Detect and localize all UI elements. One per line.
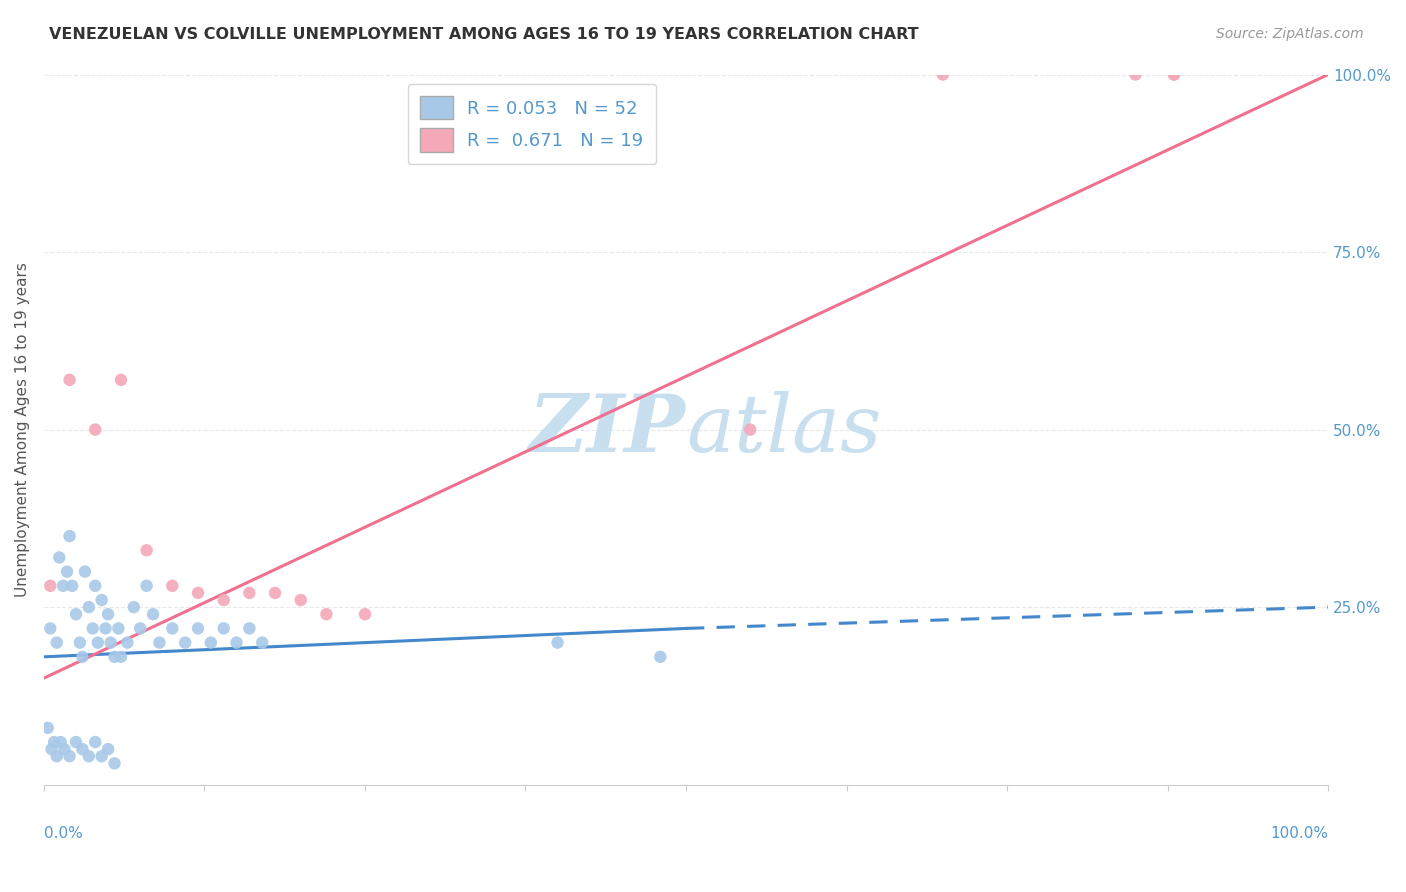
Point bbox=[84, 423, 107, 437]
Point bbox=[77, 600, 100, 615]
Point bbox=[187, 586, 209, 600]
Point bbox=[87, 635, 110, 649]
Point bbox=[200, 635, 222, 649]
Point bbox=[90, 593, 112, 607]
Point bbox=[41, 742, 63, 756]
Point bbox=[212, 622, 235, 636]
Point bbox=[225, 635, 247, 649]
Point bbox=[84, 579, 107, 593]
Point bbox=[45, 635, 67, 649]
Point bbox=[82, 622, 104, 636]
Point bbox=[264, 586, 287, 600]
Point bbox=[250, 635, 273, 649]
Point bbox=[72, 649, 94, 664]
Point bbox=[1125, 68, 1147, 82]
Text: 0.0%: 0.0% bbox=[44, 826, 83, 841]
Point bbox=[90, 749, 112, 764]
Point bbox=[60, 579, 83, 593]
Point bbox=[162, 622, 184, 636]
Point bbox=[97, 742, 120, 756]
Point bbox=[122, 600, 145, 615]
Point bbox=[135, 579, 157, 593]
Point bbox=[45, 749, 67, 764]
Point bbox=[48, 550, 70, 565]
Point bbox=[117, 635, 139, 649]
Point bbox=[148, 635, 170, 649]
Point bbox=[65, 607, 87, 622]
Point bbox=[650, 649, 672, 664]
Point bbox=[97, 607, 120, 622]
Point bbox=[94, 622, 117, 636]
Point bbox=[44, 735, 66, 749]
Point bbox=[73, 565, 96, 579]
Point bbox=[1163, 68, 1185, 82]
Point bbox=[932, 68, 955, 82]
Point bbox=[84, 735, 107, 749]
Point bbox=[56, 565, 79, 579]
Point bbox=[65, 735, 87, 749]
Text: atlas: atlas bbox=[686, 391, 882, 468]
Point bbox=[58, 373, 80, 387]
Point bbox=[142, 607, 165, 622]
Point bbox=[107, 622, 129, 636]
Point bbox=[110, 649, 132, 664]
Point bbox=[103, 649, 125, 664]
Point bbox=[58, 529, 80, 543]
Point bbox=[39, 579, 62, 593]
Point bbox=[135, 543, 157, 558]
Y-axis label: Unemployment Among Ages 16 to 19 years: Unemployment Among Ages 16 to 19 years bbox=[15, 262, 30, 597]
Point bbox=[1163, 68, 1185, 82]
Point bbox=[58, 749, 80, 764]
Point bbox=[49, 735, 72, 749]
Point bbox=[212, 593, 235, 607]
Point bbox=[100, 635, 122, 649]
Point bbox=[315, 607, 337, 622]
Point bbox=[53, 742, 76, 756]
Point bbox=[129, 622, 152, 636]
Text: Source: ZipAtlas.com: Source: ZipAtlas.com bbox=[1216, 27, 1364, 41]
Point bbox=[37, 721, 59, 735]
Legend: R = 0.053   N = 52, R =  0.671   N = 19: R = 0.053 N = 52, R = 0.671 N = 19 bbox=[408, 84, 657, 164]
Point bbox=[740, 423, 762, 437]
Point bbox=[52, 579, 75, 593]
Point bbox=[77, 749, 100, 764]
Point bbox=[72, 742, 94, 756]
Point bbox=[354, 607, 377, 622]
Point bbox=[103, 756, 125, 771]
Point bbox=[238, 622, 260, 636]
Point bbox=[39, 622, 62, 636]
Text: 100.0%: 100.0% bbox=[1270, 826, 1329, 841]
Point bbox=[547, 635, 569, 649]
Point bbox=[69, 635, 91, 649]
Text: VENEZUELAN VS COLVILLE UNEMPLOYMENT AMONG AGES 16 TO 19 YEARS CORRELATION CHART: VENEZUELAN VS COLVILLE UNEMPLOYMENT AMON… bbox=[49, 27, 920, 42]
Point bbox=[162, 579, 184, 593]
Point bbox=[110, 373, 132, 387]
Point bbox=[174, 635, 197, 649]
Point bbox=[290, 593, 312, 607]
Text: ZIP: ZIP bbox=[529, 391, 686, 468]
Point bbox=[238, 586, 260, 600]
Point bbox=[187, 622, 209, 636]
